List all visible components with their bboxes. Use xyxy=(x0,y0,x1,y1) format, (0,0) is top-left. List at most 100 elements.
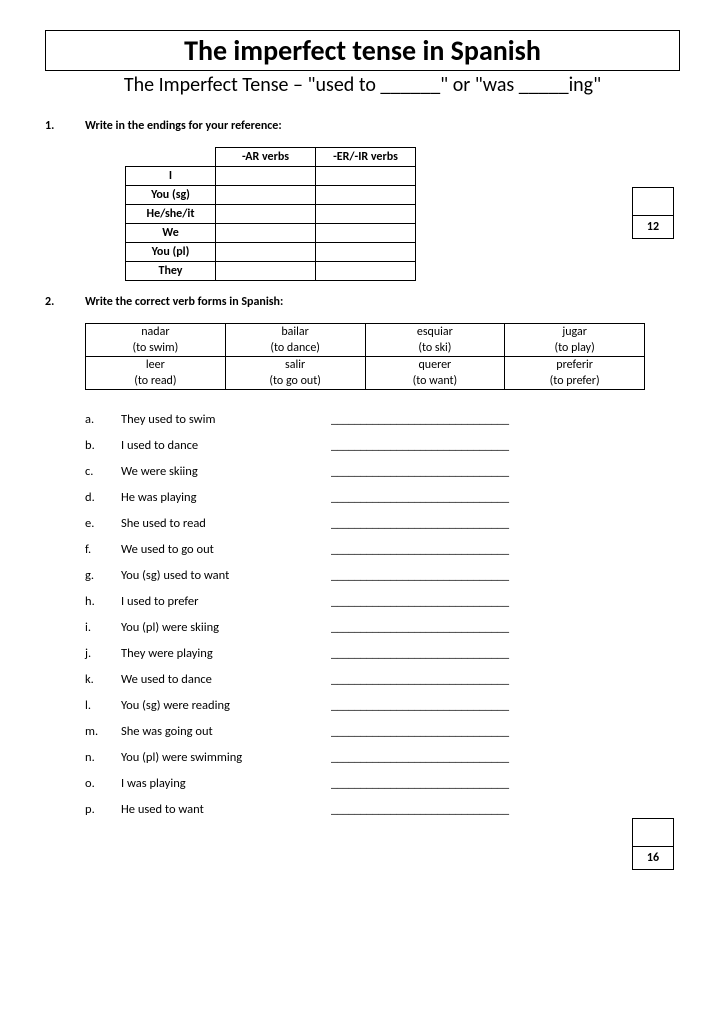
verb-cell: bailar(to dance) xyxy=(225,324,365,357)
question-row: o.I was playing_________________________… xyxy=(85,776,680,791)
blank-cell[interactable] xyxy=(316,262,416,281)
answer-line[interactable]: ______________________________ xyxy=(331,724,581,739)
question-letter: j. xyxy=(85,646,121,661)
question-row: d.He was playing________________________… xyxy=(85,490,680,505)
answer-line[interactable]: ______________________________ xyxy=(331,672,581,687)
section-prompt: Write in the endings for your reference: xyxy=(85,119,680,133)
blank-cell[interactable] xyxy=(316,186,416,205)
answer-line[interactable]: ______________________________ xyxy=(331,568,581,583)
question-prompt: She used to read xyxy=(121,516,331,531)
pronoun-cell: I xyxy=(126,167,216,186)
question-prompt: He was playing xyxy=(121,490,331,505)
question-letter: b. xyxy=(85,438,121,453)
verb-cell: salir(to go out) xyxy=(225,357,365,390)
score-total: 16 xyxy=(633,847,673,869)
question-row: k.We used to dance______________________… xyxy=(85,672,680,687)
score-blank[interactable] xyxy=(633,819,673,847)
answer-line[interactable]: ______________________________ xyxy=(331,464,581,479)
question-letter: a. xyxy=(85,412,121,427)
question-row: f.We used to go out_____________________… xyxy=(85,542,680,557)
answer-line[interactable]: ______________________________ xyxy=(331,698,581,713)
section-2: 2. Write the correct verb forms in Spani… xyxy=(45,295,680,870)
question-prompt: You (sg) used to want xyxy=(121,568,331,583)
blank-cell[interactable] xyxy=(216,224,316,243)
question-prompt: You (pl) were skiing xyxy=(121,620,331,635)
answer-line[interactable]: ______________________________ xyxy=(331,646,581,661)
question-letter: f. xyxy=(85,542,121,557)
question-row: a.They used to swim_____________________… xyxy=(85,412,680,427)
question-prompt: You (pl) were swimming xyxy=(121,750,331,765)
answer-line[interactable]: ______________________________ xyxy=(331,438,581,453)
question-letter: m. xyxy=(85,724,121,739)
answer-line[interactable]: ______________________________ xyxy=(331,620,581,635)
page-title: The imperfect tense in Spanish xyxy=(46,33,679,68)
question-letter: k. xyxy=(85,672,121,687)
question-prompt: I was playing xyxy=(121,776,331,791)
question-prompt: They used to swim xyxy=(121,412,331,427)
section-1: 1. Write in the endings for your referen… xyxy=(45,119,680,281)
question-prompt: He used to want xyxy=(121,802,331,817)
question-row: b.I used to dance_______________________… xyxy=(85,438,680,453)
question-letter: l. xyxy=(85,698,121,713)
question-letter: c. xyxy=(85,464,121,479)
question-row: n.You (pl) were swimming________________… xyxy=(85,750,680,765)
question-letter: e. xyxy=(85,516,121,531)
question-prompt: She was going out xyxy=(121,724,331,739)
question-row: h.I used to prefer______________________… xyxy=(85,594,680,609)
verb-cell: jugar(to play) xyxy=(505,324,645,357)
question-row: j.They were playing_____________________… xyxy=(85,646,680,661)
blank-cell[interactable] xyxy=(316,243,416,262)
question-prompt: I used to prefer xyxy=(121,594,331,609)
title-box: The imperfect tense in Spanish xyxy=(45,30,680,71)
blank-cell[interactable] xyxy=(216,243,316,262)
score-blank[interactable] xyxy=(633,188,673,216)
pronoun-cell: They xyxy=(126,262,216,281)
answer-line[interactable]: ______________________________ xyxy=(331,750,581,765)
question-row: i.You (pl) were skiing__________________… xyxy=(85,620,680,635)
blank-cell[interactable] xyxy=(316,167,416,186)
subtitle: The Imperfect Tense – "used to ______" o… xyxy=(45,73,680,97)
col-header-erir: -ER/-IR verbs xyxy=(316,148,416,167)
question-row: m.She was going out_____________________… xyxy=(85,724,680,739)
endings-table: -AR verbs -ER/-IR verbs I You (sg) He/sh… xyxy=(125,147,416,281)
verb-cell: nadar(to swim) xyxy=(86,324,226,357)
section-number: 1. xyxy=(45,119,85,281)
blank-cell[interactable] xyxy=(216,205,316,224)
answer-line[interactable]: ______________________________ xyxy=(331,802,581,817)
question-row: p.He used to want_______________________… xyxy=(85,802,680,817)
question-prompt: I used to dance xyxy=(121,438,331,453)
question-letter: o. xyxy=(85,776,121,791)
col-header-ar: -AR verbs xyxy=(216,148,316,167)
question-row: e.She used to read______________________… xyxy=(85,516,680,531)
pronoun-cell: He/she/it xyxy=(126,205,216,224)
answer-line[interactable]: ______________________________ xyxy=(331,776,581,791)
verb-cell: querer(to want) xyxy=(365,357,505,390)
answer-line[interactable]: ______________________________ xyxy=(331,594,581,609)
question-letter: h. xyxy=(85,594,121,609)
pronoun-cell: You (pl) xyxy=(126,243,216,262)
question-row: g.You (sg) used to want_________________… xyxy=(85,568,680,583)
verb-cell: leer(to read) xyxy=(86,357,226,390)
blank-cell[interactable] xyxy=(316,205,416,224)
answer-line[interactable]: ______________________________ xyxy=(331,412,581,427)
verb-cell: preferir(to prefer) xyxy=(505,357,645,390)
verbs-table: nadar(to swim)bailar(to dance)esquiar(to… xyxy=(85,323,645,390)
blank-cell[interactable] xyxy=(216,262,316,281)
question-letter: p. xyxy=(85,802,121,817)
score-total: 12 xyxy=(633,216,673,238)
question-prompt: You (sg) were reading xyxy=(121,698,331,713)
section-prompt: Write the correct verb forms in Spanish: xyxy=(85,295,680,309)
question-letter: n. xyxy=(85,750,121,765)
answer-line[interactable]: ______________________________ xyxy=(331,516,581,531)
verb-cell: esquiar(to ski) xyxy=(365,324,505,357)
blank-cell[interactable] xyxy=(316,224,416,243)
answer-line[interactable]: ______________________________ xyxy=(331,490,581,505)
blank-cell[interactable] xyxy=(216,167,316,186)
blank-cell[interactable] xyxy=(216,186,316,205)
questions-list: a.They used to swim_____________________… xyxy=(85,412,680,817)
answer-line[interactable]: ______________________________ xyxy=(331,542,581,557)
pronoun-cell: We xyxy=(126,224,216,243)
score-box-1: 12 xyxy=(632,187,674,239)
question-prompt: We used to dance xyxy=(121,672,331,687)
question-prompt: They were playing xyxy=(121,646,331,661)
